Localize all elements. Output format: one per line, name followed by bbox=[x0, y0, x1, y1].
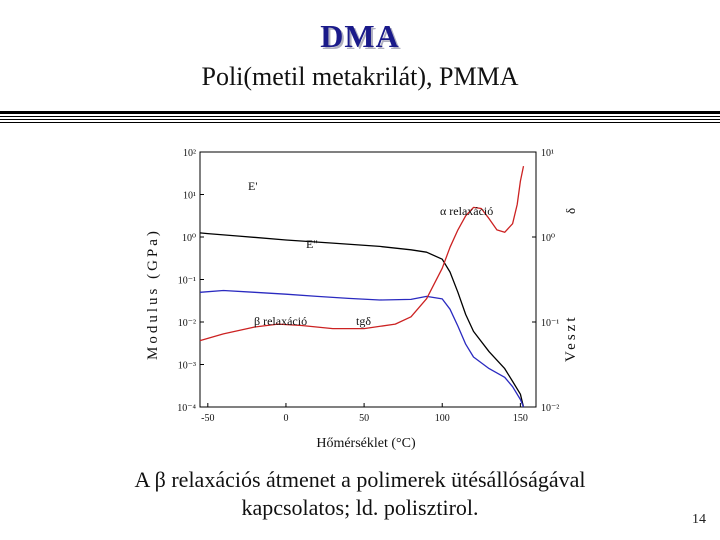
divider-line-1 bbox=[0, 116, 720, 117]
series-e-double-prime-line bbox=[199, 289, 525, 408]
y-axis-label-left: Modulus (GPa) bbox=[145, 228, 161, 360]
slide-subtitle: Poli(metil metakrilát), PMMA bbox=[201, 62, 519, 91]
x-tick-label: 100 bbox=[435, 413, 450, 424]
annotation-e-prime: E' bbox=[248, 179, 258, 193]
slide-caption: A β relaxációs átmenet a polimerek ütésá… bbox=[60, 466, 660, 522]
y-axis-label-right: Veszt bbox=[563, 315, 579, 363]
y-right-tick-label: 10⁻² bbox=[541, 403, 559, 414]
y-left-tick-label: 10² bbox=[183, 148, 196, 159]
page-number: 14 bbox=[692, 512, 706, 527]
y-left-tick-label: 10⁻³ bbox=[178, 361, 196, 372]
x-tick-label: -50 bbox=[201, 413, 214, 424]
annotation-delta: δ bbox=[563, 208, 578, 214]
y-right-tick-label: 10¹ bbox=[541, 148, 554, 159]
annotation-alpha-relaxation: α relaxáció bbox=[440, 204, 493, 218]
annotation-e-double-prime: E'' bbox=[306, 237, 318, 251]
x-axis-label: Hőmérséklet (°C) bbox=[316, 436, 416, 451]
y-left-tick-label: 10⁻² bbox=[178, 318, 196, 329]
y-left-tick-label: 10¹ bbox=[183, 191, 196, 202]
y-left-tick-label: 10⁰ bbox=[182, 233, 196, 244]
divider-line-3 bbox=[0, 122, 720, 123]
x-tick-label: 0 bbox=[283, 413, 288, 424]
x-tick-label: 50 bbox=[359, 413, 369, 424]
y-left-tick-label: 10⁻¹ bbox=[178, 276, 196, 287]
divider-line-thick bbox=[0, 111, 720, 114]
caption-line-2: kapcsolatos; ld. polisztirol. bbox=[241, 495, 479, 520]
divider-line-2 bbox=[0, 119, 720, 120]
y-right-tick-label: 10⁻¹ bbox=[541, 318, 559, 329]
series-tan-delta-line bbox=[199, 165, 525, 342]
annotation-beta-relaxation: β relaxáció bbox=[254, 314, 307, 328]
y-left-tick-label: 10⁻⁴ bbox=[177, 403, 196, 414]
annotation-tan-delta: tgδ bbox=[356, 314, 371, 328]
series-e-prime-line bbox=[199, 232, 525, 408]
slide-title: DMA bbox=[320, 18, 400, 54]
y-right-tick-label: 10⁰ bbox=[541, 233, 555, 244]
caption-line-1: A β relaxációs átmenet a polimerek ütésá… bbox=[134, 467, 586, 492]
x-tick-label: 150 bbox=[513, 413, 528, 424]
